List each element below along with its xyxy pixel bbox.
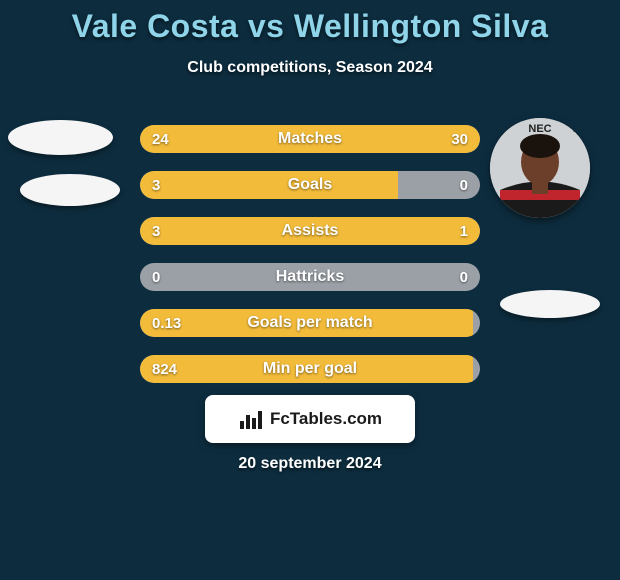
stat-row: 00Hattricks	[140, 263, 480, 291]
stat-row: 824Min per goal	[140, 355, 480, 383]
stat-row: 31Assists	[140, 217, 480, 245]
date-text: 20 september 2024	[0, 455, 620, 473]
stat-track	[140, 125, 480, 153]
stat-value-left: 824	[152, 355, 177, 383]
stat-value-left: 0.13	[152, 309, 181, 337]
stat-value-right: 0	[460, 171, 468, 199]
svg-text:NEC: NEC	[528, 123, 551, 135]
svg-text:W.FI: W.FI	[572, 125, 588, 134]
stat-value-right: 1	[460, 217, 468, 245]
stat-track	[140, 355, 480, 383]
badge-text: FcTables.com	[270, 409, 382, 429]
player-right-ellipse	[500, 290, 600, 318]
stat-track	[140, 217, 480, 245]
fctables-badge[interactable]: FcTables.com	[205, 395, 415, 443]
stat-value-right: 0	[460, 263, 468, 291]
stat-value-right: 30	[451, 125, 468, 153]
stat-row: 2430Matches	[140, 125, 480, 153]
stat-value-left: 3	[152, 171, 160, 199]
stat-value-left: 24	[152, 125, 169, 153]
stat-row: 30Goals	[140, 171, 480, 199]
player-left-avatar-2	[20, 174, 120, 206]
stat-value-left: 3	[152, 217, 160, 245]
stat-value-left: 0	[152, 263, 160, 291]
chart-bars-icon	[238, 407, 264, 431]
stat-fill-left	[140, 171, 398, 199]
player-left-avatar-1	[8, 120, 113, 155]
page-title: Vale Costa vs Wellington Silva	[0, 8, 620, 45]
stat-fill-left	[140, 355, 473, 383]
stat-track	[140, 263, 480, 291]
comparison-card: Vale Costa vs Wellington Silva Club comp…	[0, 0, 620, 580]
player-right-avatar: NEC W.FI	[490, 118, 590, 218]
stat-track	[140, 309, 480, 337]
subtitle: Club competitions, Season 2024	[0, 59, 620, 77]
stat-row: 0.13Goals per match	[140, 309, 480, 337]
stat-fill-left	[140, 217, 395, 245]
stat-fill-left	[140, 309, 473, 337]
stat-track	[140, 171, 480, 199]
